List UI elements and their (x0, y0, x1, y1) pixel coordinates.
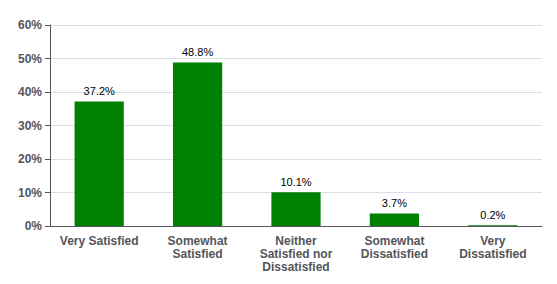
svg-text:Dissatisfied: Dissatisfied (361, 247, 428, 261)
svg-text:50%: 50% (18, 52, 42, 66)
svg-text:37.2%: 37.2% (84, 85, 115, 97)
svg-text:3.7%: 3.7% (382, 197, 407, 209)
svg-text:Very Satisfied: Very Satisfied (60, 234, 139, 248)
svg-text:Very: Very (480, 234, 506, 248)
svg-text:Dissatisfied: Dissatisfied (459, 247, 526, 261)
svg-text:Satisfied: Satisfied (173, 247, 223, 261)
svg-text:Neither: Neither (275, 234, 317, 248)
svg-text:Satisfied nor: Satisfied nor (260, 247, 333, 261)
svg-text:Somewhat: Somewhat (168, 234, 228, 248)
svg-text:0%: 0% (25, 219, 43, 233)
svg-text:Somewhat: Somewhat (364, 234, 424, 248)
svg-text:48.8%: 48.8% (182, 46, 213, 58)
svg-text:20%: 20% (18, 152, 42, 166)
svg-text:60%: 60% (18, 18, 42, 32)
svg-text:10.1%: 10.1% (280, 176, 311, 188)
svg-text:Dissatisfied: Dissatisfied (262, 260, 329, 274)
svg-text:10%: 10% (18, 186, 42, 200)
svg-text:0.2%: 0.2% (480, 209, 505, 221)
svg-text:30%: 30% (18, 119, 42, 133)
svg-text:40%: 40% (18, 85, 42, 99)
